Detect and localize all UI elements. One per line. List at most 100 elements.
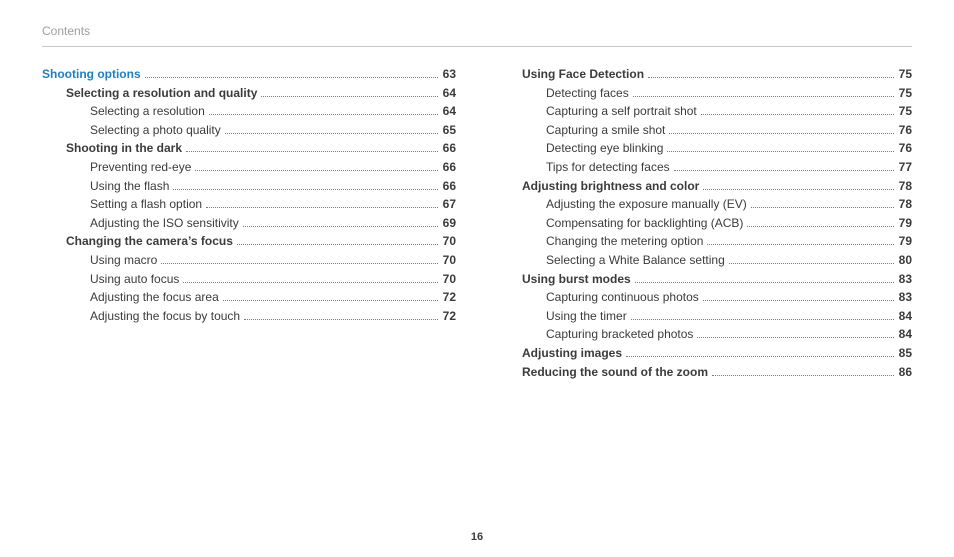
toc-column-left: Shooting options63Selecting a resolution…	[42, 65, 456, 381]
toc-leader-dots	[243, 226, 438, 227]
toc-leader-dots	[747, 226, 893, 227]
toc-entry-page: 79	[897, 214, 912, 233]
toc-entry-page: 69	[441, 214, 456, 233]
toc-leader-dots	[648, 77, 894, 78]
toc-entry-label: Using auto focus	[90, 270, 179, 289]
toc-leader-dots	[237, 244, 438, 245]
toc-entry-label: Selecting a resolution and quality	[66, 84, 257, 103]
toc-entry-label: Using burst modes	[522, 270, 631, 289]
toc-entry-label: Reducing the sound of the zoom	[522, 363, 708, 382]
toc-entry[interactable]: Shooting options 63	[42, 65, 456, 84]
toc-entry-label: Adjusting the ISO sensitivity	[90, 214, 239, 233]
toc-entry: Compensating for backlighting (ACB)79	[498, 214, 912, 233]
toc-entry-label: Changing the metering option	[546, 232, 703, 251]
toc-entry-page: 66	[441, 177, 456, 196]
toc-leader-dots	[244, 319, 438, 320]
page: Contents Shooting options63Selecting a r…	[0, 0, 954, 557]
toc-entry: Detecting faces75	[498, 84, 912, 103]
toc-entry-label: Selecting a White Balance setting	[546, 251, 725, 270]
toc-entry-page: 86	[897, 363, 912, 382]
toc-leader-dots	[186, 151, 438, 152]
toc-entry-label: Selecting a photo quality	[90, 121, 221, 140]
toc-leader-dots	[729, 263, 894, 264]
toc-entry: Changing the camera’s focus70	[42, 232, 456, 251]
toc-entry: Selecting a photo quality 65	[42, 121, 456, 140]
toc-leader-dots	[183, 282, 437, 283]
toc-entry-page: 70	[441, 270, 456, 289]
toc-entry: Using macro 70	[42, 251, 456, 270]
toc-leader-dots	[703, 300, 894, 301]
toc-entry-page: 83	[897, 288, 912, 307]
toc-entry-page: 78	[897, 195, 912, 214]
toc-entry-label: Capturing a smile shot	[546, 121, 665, 140]
toc-entry-label: Using macro	[90, 251, 157, 270]
toc-entry-page: 75	[897, 102, 912, 121]
toc-entry-label: Adjusting the focus by touch	[90, 307, 240, 326]
toc-entry-label: Capturing bracketed photos	[546, 325, 693, 344]
toc-leader-dots	[667, 151, 893, 152]
section-header: Contents	[42, 24, 912, 44]
toc-entry-page: 66	[441, 158, 456, 177]
toc-entry-page: 66	[441, 139, 456, 158]
toc-entry-page: 84	[897, 325, 912, 344]
toc-leader-dots	[145, 77, 438, 78]
toc-entry-label: Adjusting brightness and color	[522, 177, 699, 196]
toc-entry: Selecting a resolution and quality 64	[42, 84, 456, 103]
toc-columns: Shooting options63Selecting a resolution…	[42, 65, 912, 381]
toc-entry-page: 64	[441, 84, 456, 103]
toc-entry-page: 76	[897, 139, 912, 158]
toc-entry-page: 75	[897, 84, 912, 103]
toc-entry: Adjusting the focus area 72	[42, 288, 456, 307]
toc-entry-label: Using the timer	[546, 307, 627, 326]
toc-entry-label: Selecting a resolution	[90, 102, 205, 121]
toc-entry: Capturing a self portrait shot 75	[498, 102, 912, 121]
toc-entry: Setting a flash option67	[42, 195, 456, 214]
toc-entry-page: 78	[897, 177, 912, 196]
toc-entry: Using the flash66	[42, 177, 456, 196]
header-rule	[42, 46, 912, 47]
toc-entry: Adjusting the exposure manually (EV) 78	[498, 195, 912, 214]
toc-entry: Selecting a White Balance setting80	[498, 251, 912, 270]
toc-entry: Using burst modes 83	[498, 270, 912, 289]
toc-leader-dots	[697, 337, 893, 338]
toc-leader-dots	[209, 114, 438, 115]
toc-entry-page: 77	[897, 158, 912, 177]
toc-entry-page: 72	[441, 307, 456, 326]
toc-entry-page: 83	[897, 270, 912, 289]
toc-leader-dots	[701, 114, 894, 115]
toc-entry-page: 70	[441, 232, 456, 251]
toc-entry: Adjusting the focus by touch 72	[42, 307, 456, 326]
toc-leader-dots	[633, 96, 894, 97]
toc-leader-dots	[195, 170, 437, 171]
toc-entry-page: 76	[897, 121, 912, 140]
toc-entry-label: Adjusting the exposure manually (EV)	[546, 195, 747, 214]
toc-entry-page: 65	[441, 121, 456, 140]
toc-entry: Adjusting brightness and color 78	[498, 177, 912, 196]
toc-leader-dots	[712, 375, 894, 376]
toc-entry: Preventing red-eye 66	[42, 158, 456, 177]
toc-leader-dots	[161, 263, 437, 264]
toc-entry-label: Shooting options	[42, 65, 141, 84]
toc-entry: Capturing continuous photos83	[498, 288, 912, 307]
toc-leader-dots	[631, 319, 894, 320]
toc-leader-dots	[173, 189, 437, 190]
toc-entry: Reducing the sound of the zoom 86	[498, 363, 912, 382]
toc-entry-label: Tips for detecting faces	[546, 158, 670, 177]
toc-leader-dots	[223, 300, 438, 301]
toc-leader-dots	[626, 356, 894, 357]
toc-entry: Using the timer84	[498, 307, 912, 326]
toc-entry-label: Capturing a self portrait shot	[546, 102, 697, 121]
toc-leader-dots	[225, 133, 438, 134]
toc-entry-label: Preventing red-eye	[90, 158, 191, 177]
toc-entry: Tips for detecting faces 77	[498, 158, 912, 177]
toc-entry-label: Adjusting the focus area	[90, 288, 219, 307]
page-number: 16	[0, 531, 954, 543]
toc-entry-page: 70	[441, 251, 456, 270]
toc-entry-page: 85	[897, 344, 912, 363]
toc-entry-label: Setting a flash option	[90, 195, 202, 214]
toc-entry: Using auto focus 70	[42, 270, 456, 289]
toc-entry-page: 63	[441, 65, 456, 84]
toc-entry-page: 72	[441, 288, 456, 307]
toc-leader-dots	[669, 133, 893, 134]
toc-entry: Adjusting images85	[498, 344, 912, 363]
